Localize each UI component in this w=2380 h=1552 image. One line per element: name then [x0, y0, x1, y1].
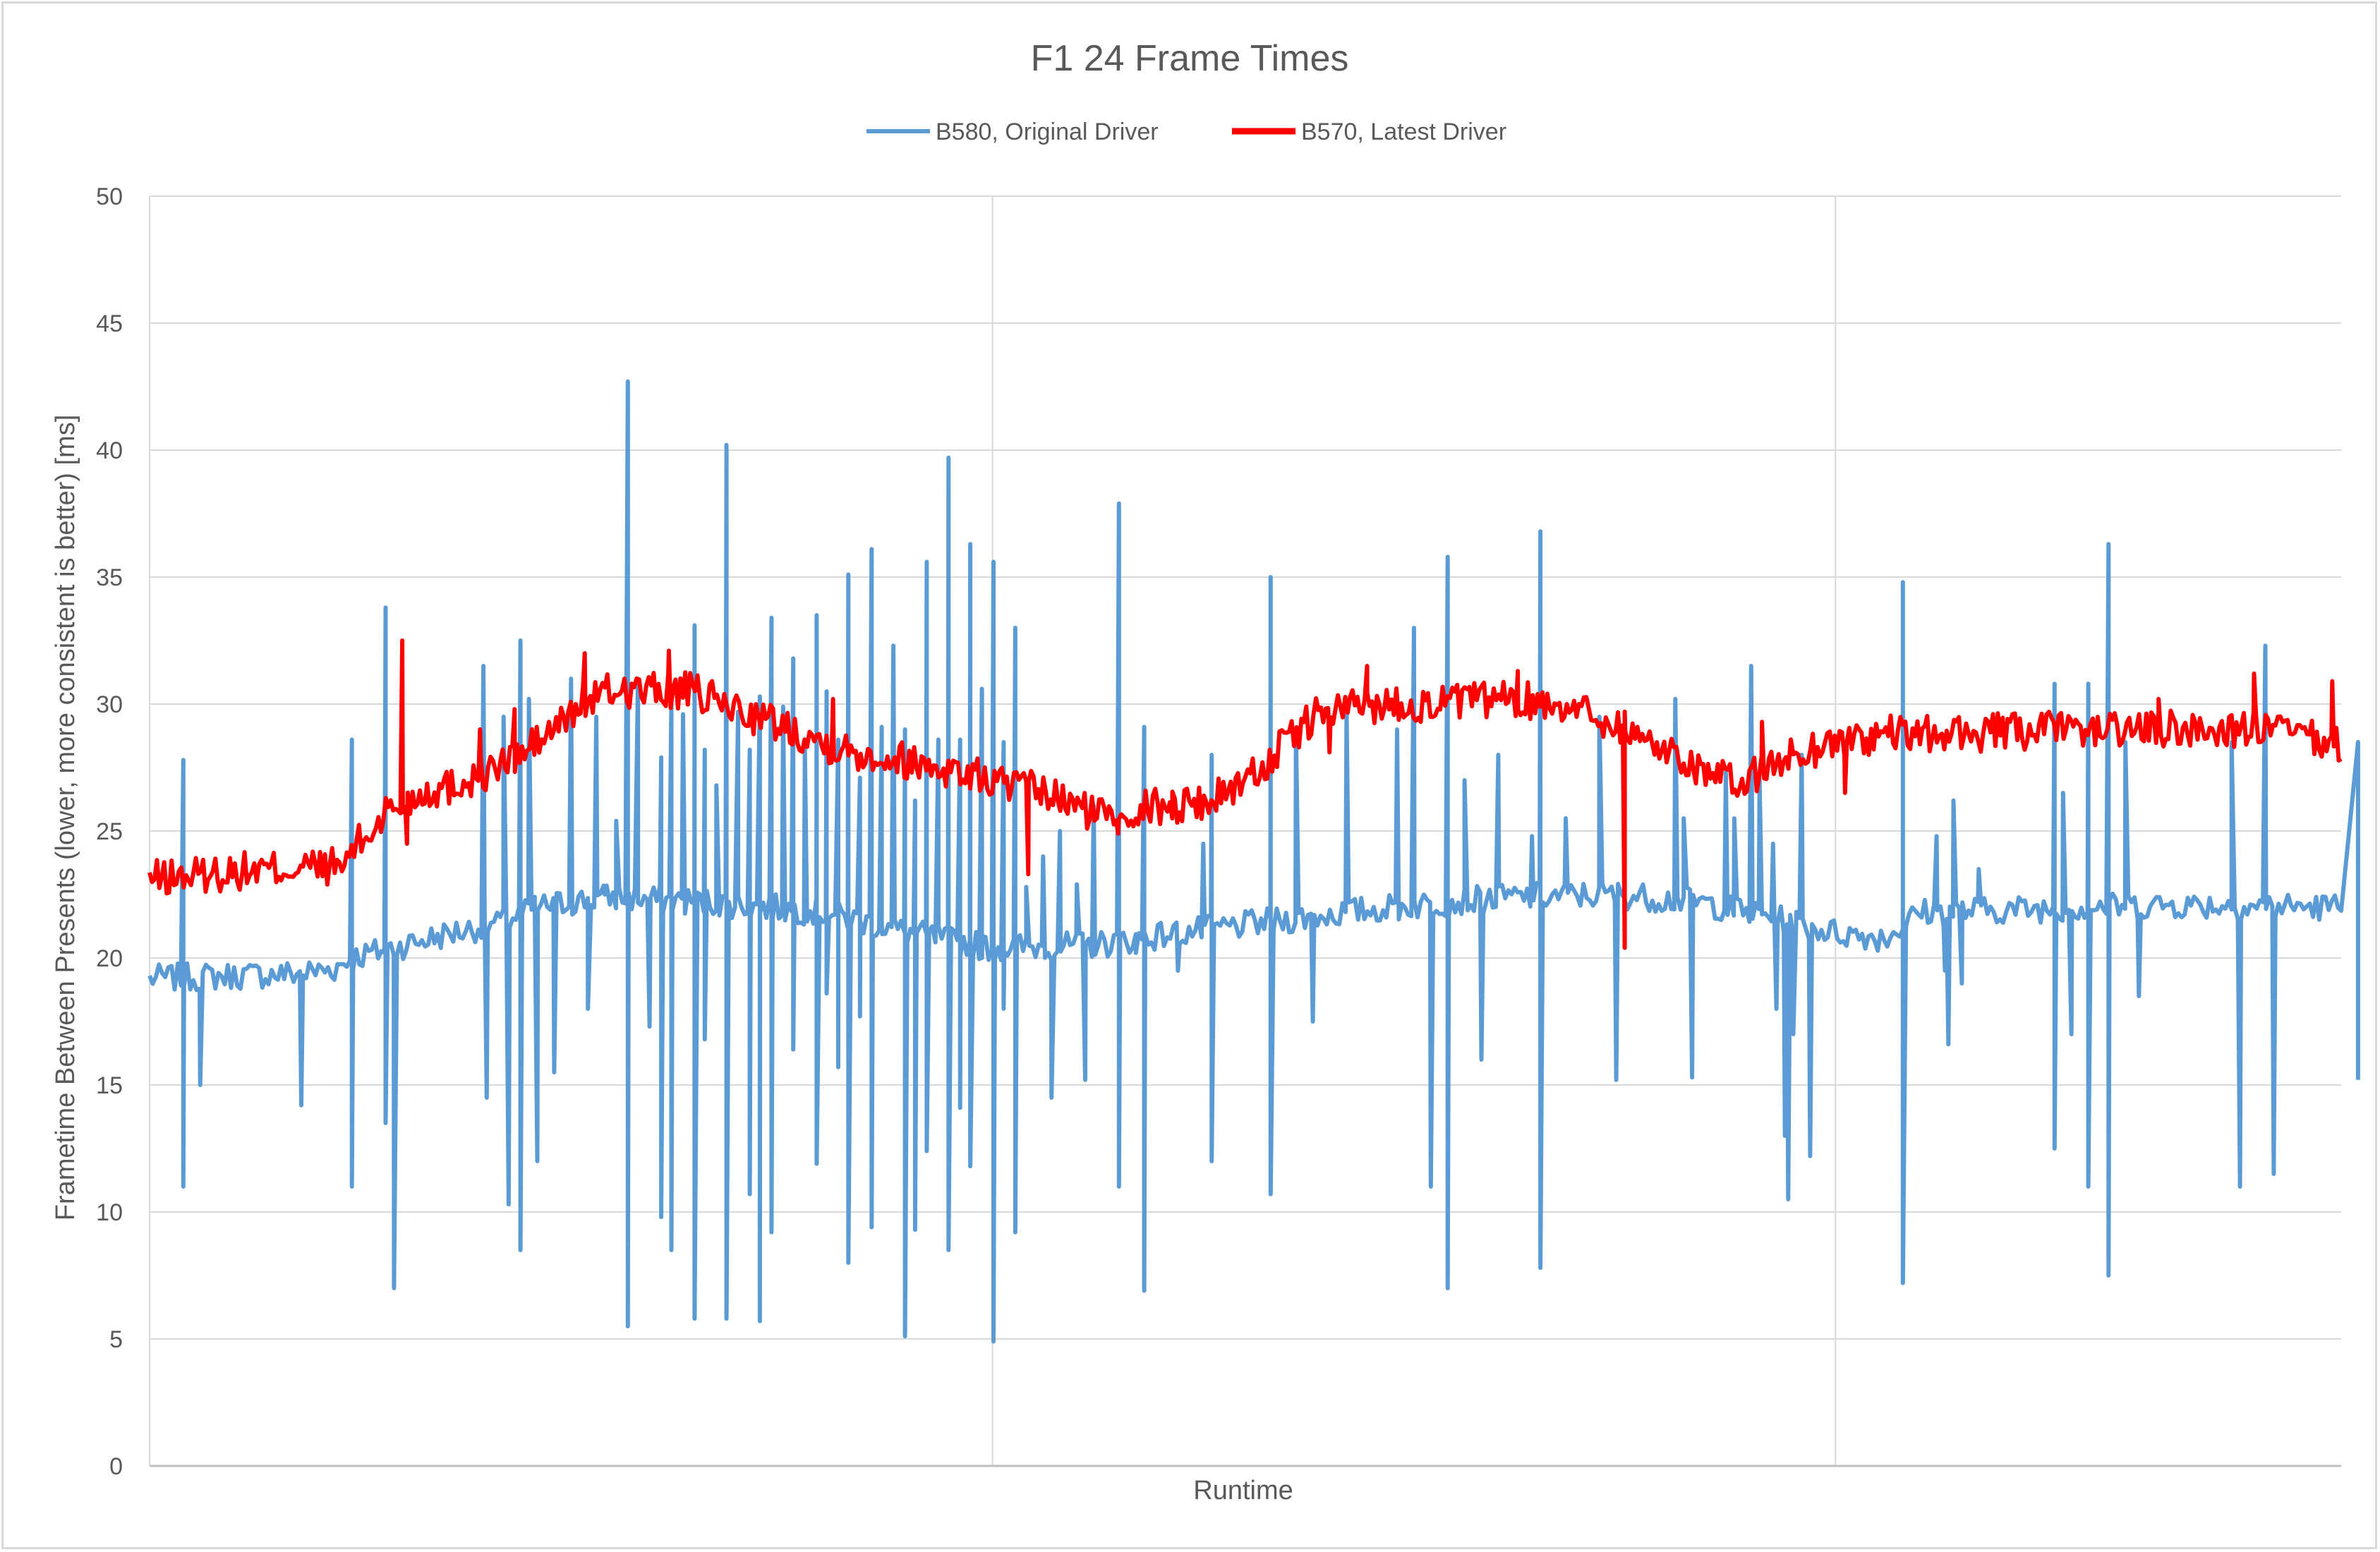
y-gridlines — [150, 195, 2341, 1340]
y-tick-labels: 0 5 10 15 20 25 30 35 40 45 50 — [96, 183, 123, 1480]
y-tick-label: 35 — [96, 564, 123, 591]
legend-label-b570: B570, Latest Driver — [1301, 119, 1506, 145]
y-tick-label: 30 — [96, 691, 123, 718]
y-tick-label: 25 — [96, 818, 123, 845]
y-axis-label: Frametime Between Presents (lower, more … — [51, 415, 80, 1221]
y-tick-label: 50 — [96, 183, 123, 210]
legend-label-b580: B580, Original Driver — [936, 119, 1159, 145]
series-line-b580 — [147, 379, 2360, 1344]
x-axis-label: Runtime — [1193, 1476, 1293, 1505]
y-tick-label: 45 — [96, 310, 123, 337]
y-tick-label: 40 — [96, 437, 123, 464]
legend: B580, Original Driver B570, Latest Drive… — [866, 119, 1506, 145]
chart-title: F1 24 Frame Times — [1031, 38, 1349, 79]
y-tick-label: 15 — [96, 1072, 123, 1099]
series-line-b570 — [147, 638, 2343, 950]
series-layer — [147, 379, 2360, 1344]
y-tick-label: 10 — [96, 1199, 123, 1226]
y-tick-label: 0 — [109, 1453, 123, 1480]
y-tick-label: 5 — [109, 1326, 123, 1353]
y-tick-label: 20 — [96, 945, 123, 972]
